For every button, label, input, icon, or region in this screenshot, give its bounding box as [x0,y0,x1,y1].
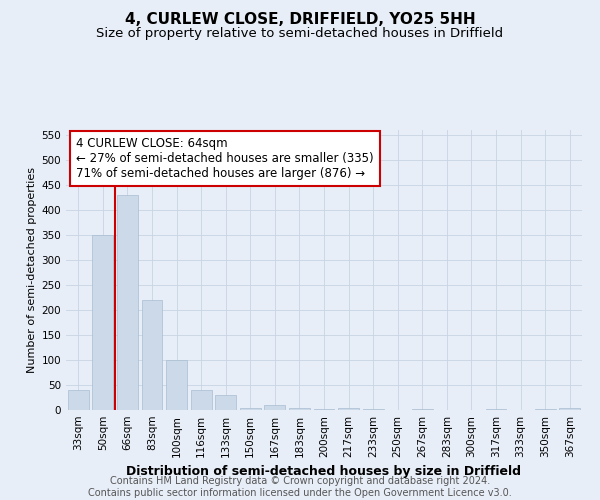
Bar [362,409,383,410]
Text: Contains HM Land Registry data © Crown copyright and database right 2024.
Contai: Contains HM Land Registry data © Crown c… [88,476,512,498]
Y-axis label: Number of semi-detached properties: Number of semi-detached properties [27,167,37,373]
Bar [92,235,113,410]
Text: 4 CURLEW CLOSE: 64sqm
← 27% of semi-detached houses are smaller (335)
71% of sem: 4 CURLEW CLOSE: 64sqm ← 27% of semi-deta… [76,137,374,180]
Bar [215,395,236,410]
X-axis label: Distribution of semi-detached houses by size in Driffield: Distribution of semi-detached houses by … [127,466,521,478]
Text: Size of property relative to semi-detached houses in Driffield: Size of property relative to semi-detach… [97,28,503,40]
Bar [142,300,163,410]
Text: 4, CURLEW CLOSE, DRIFFIELD, YO25 5HH: 4, CURLEW CLOSE, DRIFFIELD, YO25 5HH [125,12,475,28]
Bar [412,409,433,410]
Bar [559,408,580,410]
Bar [68,390,89,410]
Bar [535,409,556,410]
Bar [166,360,187,410]
Bar [485,409,506,410]
Bar [338,408,359,410]
Bar [191,390,212,410]
Bar [314,409,334,410]
Bar [117,195,138,410]
Bar [265,405,286,410]
Bar [289,408,310,410]
Bar [240,408,261,410]
